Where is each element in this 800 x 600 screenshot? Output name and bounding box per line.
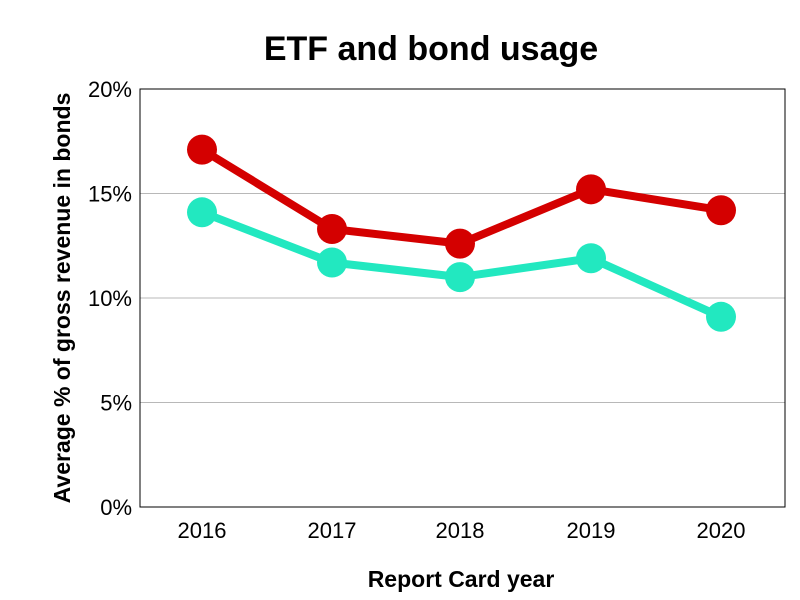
x-tick-label: 2020 (697, 518, 746, 543)
data-point (187, 197, 217, 228)
plot-frame (139, 88, 786, 508)
x-tick-label: 2018 (436, 518, 485, 543)
chart-title: ETF and bond usage (264, 30, 598, 68)
x-tick-label: 2017 (308, 518, 357, 543)
series-1 (187, 134, 736, 259)
y-tick-label: 20% (88, 77, 132, 102)
data-point (187, 134, 217, 165)
y-tick-label: 15% (88, 182, 132, 207)
data-point (445, 228, 475, 259)
data-point (706, 195, 736, 226)
x-tick-label: 2019 (567, 518, 616, 543)
x-tick-labels: 2016 2017 2018 2019 2020 (178, 518, 746, 543)
data-point (576, 243, 606, 274)
x-axis-title: Report Card year (368, 566, 555, 592)
y-tick-labels: 0% 5% 10% 15% 20% (88, 77, 132, 520)
y-tick-label: 5% (100, 391, 132, 416)
y-axis-title: Average % of gross revenue in bonds (49, 93, 75, 504)
data-point (445, 262, 475, 293)
series-layer (187, 134, 736, 332)
data-point (576, 174, 606, 205)
data-point (706, 301, 736, 332)
data-point (317, 214, 347, 245)
x-tick-label: 2016 (178, 518, 227, 543)
data-point (317, 247, 347, 278)
y-tick-label: 10% (88, 286, 132, 311)
y-tick-label: 0% (100, 495, 132, 520)
series-2 (187, 197, 736, 332)
